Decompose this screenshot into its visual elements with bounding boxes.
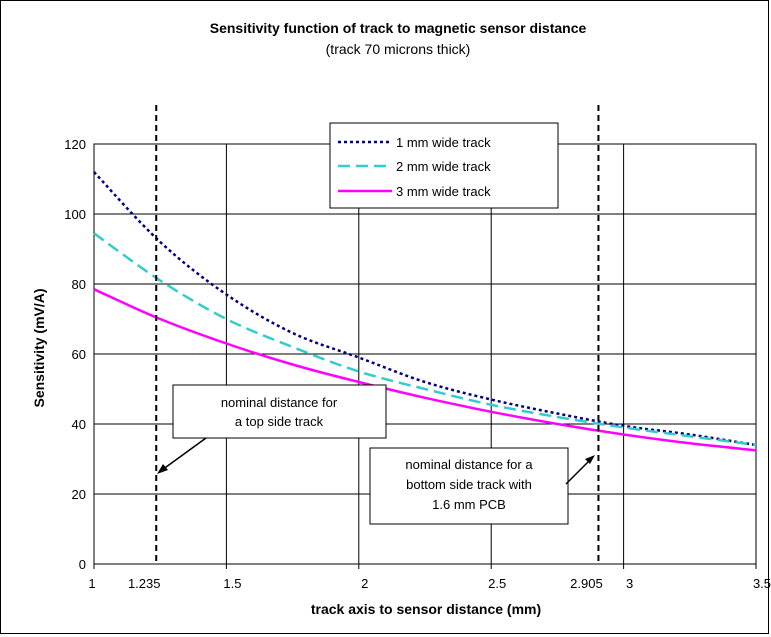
- annotation-bottom-side-line1: nominal distance for a: [405, 457, 533, 472]
- x-tick-label: 1.5: [223, 576, 241, 591]
- x-extra-tick-label: 2.905: [570, 576, 603, 591]
- y-tick-label: 100: [64, 207, 86, 222]
- axes: 0 20 40 60 80 100 120 1 1.5 2 2.5 3 3.5 1.235 2.905: [64, 137, 771, 591]
- y-tick-label: 60: [72, 347, 86, 362]
- series-line-2: [93, 232, 757, 447]
- annotation-top-side-arrow: [161, 437, 207, 471]
- x-tick-label: 1: [88, 576, 95, 591]
- y-tick-label: 40: [72, 417, 86, 432]
- annotation-top-side-line2: a top side track: [235, 414, 324, 429]
- annotation-top-side: nominal distance for a top side track: [157, 384, 387, 474]
- x-tick-label: 3: [626, 576, 633, 591]
- y-tick-label: 120: [64, 137, 86, 152]
- chart-subtitle: (track 70 microns thick): [326, 41, 471, 57]
- annotation-bottom-side-box: [369, 447, 569, 525]
- y-axis-title: Sensitivity (mV/A): [31, 288, 47, 407]
- annotation-bottom-side-arrowhead: [585, 455, 595, 464]
- x-tick-label: 3.5: [753, 576, 771, 591]
- y-tick-label: 80: [72, 277, 86, 292]
- annotation-top-side-line1: nominal distance for: [221, 395, 338, 410]
- series-group: [93, 171, 757, 452]
- x-extra-tick-label: 1.235: [128, 576, 161, 591]
- annotation-top-side-arrowhead: [157, 464, 168, 474]
- annotation-bottom-side-line2: bottom side track with: [406, 477, 532, 492]
- annotation-top-side-box: [172, 384, 387, 439]
- annotation-bottom-side-arrow: [565, 459, 591, 485]
- y-tick-label: 20: [72, 487, 86, 502]
- legend-label-2mm: 2 mm wide track: [396, 159, 491, 174]
- y-tick-label: 0: [79, 557, 86, 572]
- annotation-bottom-side: nominal distance for a bottom side track…: [369, 447, 595, 525]
- annotation-bottom-side-line3: 1.6 mm PCB: [432, 497, 506, 512]
- x-axis-title: track axis to sensor distance (mm): [311, 601, 541, 617]
- series-line-3: [93, 288, 757, 452]
- series-line-1: [93, 171, 757, 447]
- x-tick-label: 2.5: [488, 576, 506, 591]
- vertical-markers: [155, 105, 600, 564]
- legend: 1 mm wide track 2 mm wide track 3 mm wid…: [329, 122, 559, 209]
- x-tick-label: 2: [361, 576, 368, 591]
- legend-label-1mm: 1 mm wide track: [396, 135, 491, 150]
- legend-label-3mm: 3 mm wide track: [396, 184, 491, 199]
- chart-title: Sensitivity function of track to magneti…: [210, 20, 587, 36]
